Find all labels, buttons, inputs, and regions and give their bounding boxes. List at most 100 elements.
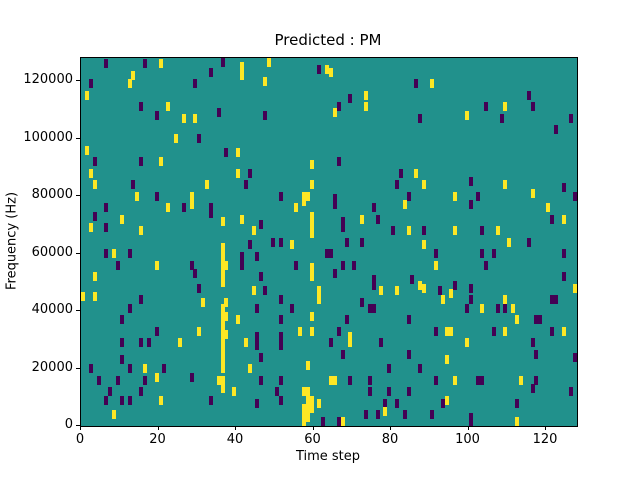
heatmap-cell — [139, 226, 144, 235]
heatmap-cell — [220, 217, 225, 227]
heatmap-cell — [255, 341, 260, 350]
heatmap-cell — [379, 286, 384, 296]
heatmap-cell — [503, 303, 508, 313]
heatmap-cell — [181, 113, 186, 123]
y-axis-label: Frequency (Hz) — [4, 191, 20, 291]
heatmap-cell — [515, 315, 519, 325]
heatmap-cell — [119, 214, 124, 224]
heatmap-cell — [429, 410, 434, 419]
y-tick-mark — [76, 137, 80, 139]
heatmap-cell — [115, 375, 120, 385]
heatmap-cell — [92, 180, 97, 189]
heatmap-cell — [538, 315, 543, 325]
heatmap-cell — [480, 375, 485, 385]
heatmap-cell — [305, 191, 310, 201]
heatmap-cell — [468, 177, 473, 187]
heatmap-cell — [414, 168, 419, 178]
x-axis-label: Time step — [295, 449, 361, 464]
heatmap-cell — [406, 349, 411, 359]
x-tick-label: 80 — [381, 432, 399, 447]
heatmap-cell — [491, 249, 496, 258]
heatmap-cell — [317, 286, 322, 296]
heatmap-cell — [220, 251, 225, 261]
heatmap-cell — [139, 295, 144, 304]
heatmap-cell — [329, 67, 333, 77]
heatmap-cell — [573, 191, 577, 201]
heatmap-cell — [340, 417, 345, 426]
heatmap-cell — [267, 58, 271, 67]
x-tick-label: 100 — [455, 432, 480, 447]
heatmap-cell — [484, 260, 488, 270]
heatmap-cell — [224, 148, 229, 158]
heatmap-cell — [154, 260, 159, 270]
heatmap-cell — [332, 194, 337, 204]
heatmap-cell — [422, 240, 426, 250]
heatmap-cell — [569, 113, 574, 123]
heatmap-cell — [526, 237, 531, 247]
heatmap-cell — [325, 249, 330, 258]
heatmap-cell — [453, 226, 457, 235]
heatmap-cell — [433, 326, 438, 336]
heatmap-cell — [530, 338, 535, 348]
heatmap-cell — [309, 272, 314, 281]
heatmap-cell — [166, 102, 171, 112]
heatmap-cell — [309, 326, 314, 336]
heatmap-cell — [139, 338, 144, 348]
heatmap-cell — [561, 326, 566, 336]
heatmap-cell — [127, 364, 132, 373]
heatmap-cell — [309, 263, 314, 273]
y-tick-mark — [76, 310, 80, 311]
heatmap-cell — [294, 203, 299, 212]
heatmap-cell — [534, 375, 539, 385]
heatmap-cell — [305, 361, 310, 371]
heatmap-cell — [146, 338, 151, 348]
x-tick-label: 0 — [75, 432, 85, 447]
heatmap-cell — [371, 280, 376, 290]
heatmap-cell — [433, 249, 438, 258]
heatmap-cell — [119, 395, 124, 405]
heatmap-cell — [394, 180, 399, 189]
heatmap-cell — [88, 168, 93, 178]
heatmap-cell — [309, 228, 314, 238]
heatmap-cell — [158, 59, 163, 69]
heatmap-cell — [406, 315, 411, 325]
heatmap-cell — [336, 157, 341, 166]
heatmap-cell — [247, 364, 252, 373]
heatmap-cell — [549, 326, 554, 336]
heatmap-cell — [433, 260, 438, 270]
heatmap-cell — [379, 338, 384, 348]
heatmap-cell — [534, 315, 539, 325]
heatmap-cell — [243, 180, 248, 189]
heatmap-cell — [259, 220, 264, 230]
heatmap-cell — [236, 168, 240, 178]
heatmap-cell — [383, 398, 388, 408]
heatmap-cell — [336, 102, 341, 112]
heatmap-cell — [88, 223, 93, 233]
y-tick-mark — [76, 425, 80, 426]
heatmap-cell — [367, 375, 372, 385]
heatmap-cell — [88, 79, 93, 89]
heatmap-cell — [329, 249, 333, 258]
heatmap-cell — [561, 249, 566, 258]
heatmap-cell — [406, 191, 411, 201]
heatmap-cell — [197, 283, 202, 293]
heatmap-cell — [278, 375, 283, 385]
heatmap-cell — [503, 102, 508, 112]
heatmap-cell — [309, 404, 314, 414]
heatmap-cell — [92, 211, 97, 221]
heatmap-cell — [495, 226, 500, 235]
heatmap-cell — [278, 341, 283, 350]
heatmap-cell — [127, 395, 132, 405]
heatmap-cell — [278, 315, 283, 325]
heatmap-cell — [139, 102, 144, 112]
heatmap-cell — [162, 364, 167, 373]
heatmap-cell — [406, 226, 411, 235]
x-tick-mark — [390, 426, 391, 430]
heatmap-cell — [154, 326, 159, 336]
heatmap-cell — [220, 58, 225, 67]
heatmap-cell — [290, 303, 295, 313]
heatmap-cell — [433, 375, 438, 385]
heatmap-cell — [189, 191, 194, 201]
heatmap-cell — [88, 364, 93, 373]
heatmap-cell — [340, 260, 345, 270]
